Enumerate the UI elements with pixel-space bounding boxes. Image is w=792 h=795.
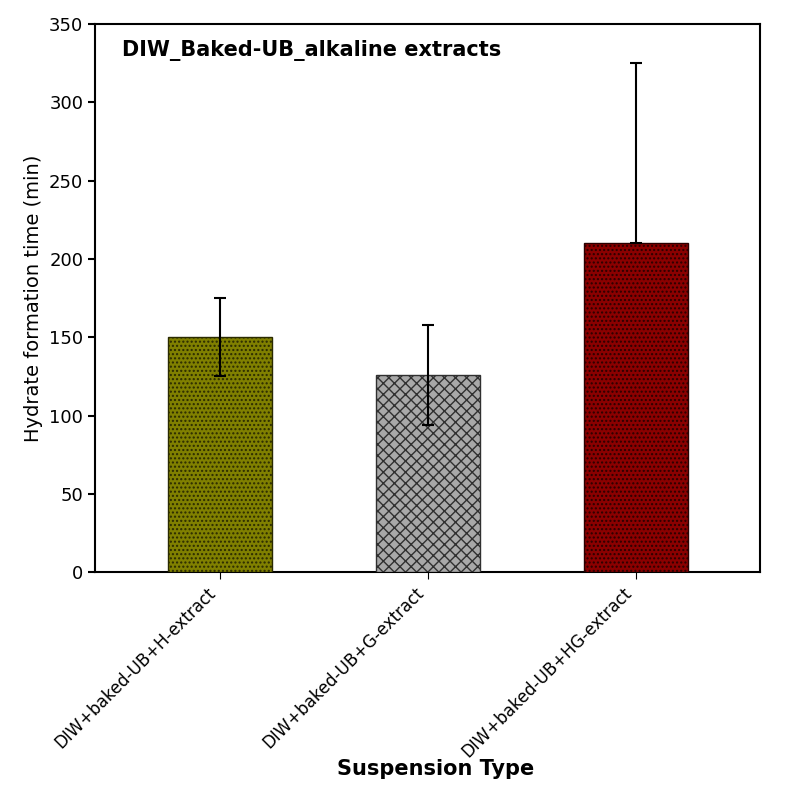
Bar [584, 243, 687, 572]
Text: DIW+baked-UB+G-extract: DIW+baked-UB+G-extract [260, 584, 428, 751]
Text: DIW+baked-UB+H-extract: DIW+baked-UB+H-extract [52, 584, 219, 751]
Text: Suspension Type: Suspension Type [337, 759, 535, 779]
Bar [168, 337, 272, 572]
Bar [375, 375, 480, 572]
Y-axis label: Hydrate formation time (min): Hydrate formation time (min) [25, 154, 44, 442]
Text: DIW+baked-UB+HG-extract: DIW+baked-UB+HG-extract [459, 584, 635, 761]
Text: DIW_Baked-UB_alkaline extracts: DIW_Baked-UB_alkaline extracts [122, 41, 501, 61]
